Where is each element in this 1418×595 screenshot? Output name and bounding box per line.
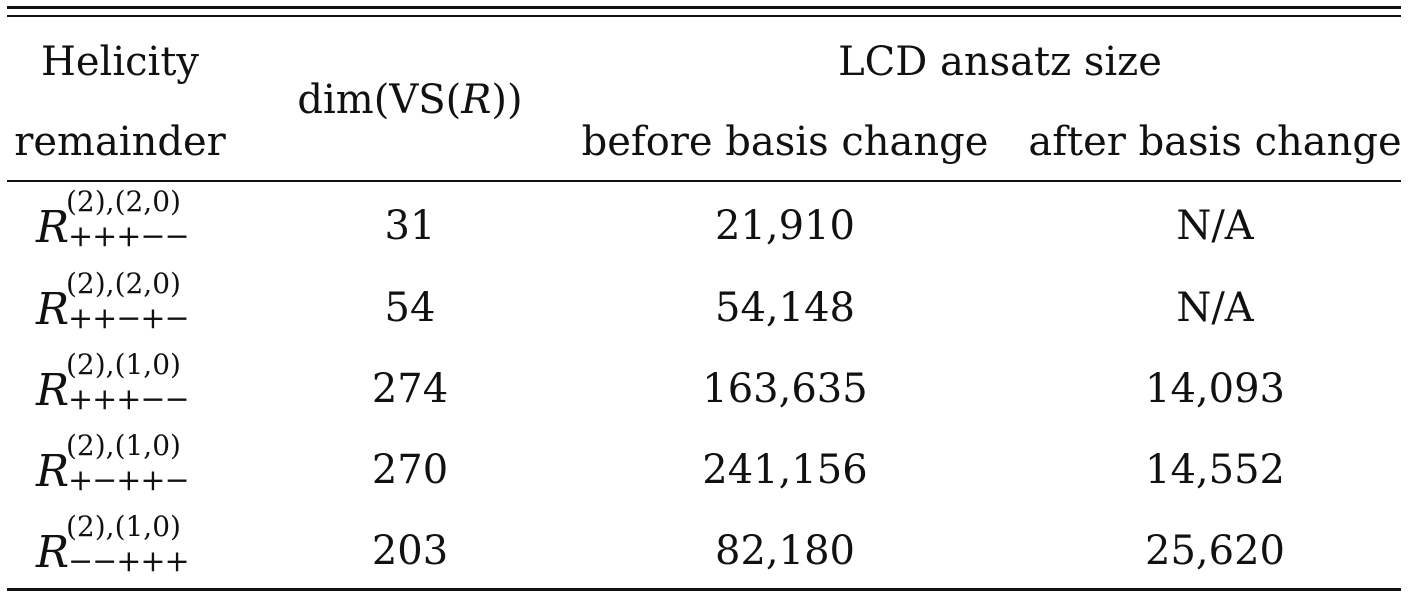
header-remainder: remainder bbox=[14, 119, 226, 165]
header-helicity: Helicity bbox=[40, 39, 199, 85]
table-row-1-before: 21,910 bbox=[715, 203, 855, 249]
table-row-5-dim: 203 bbox=[371, 528, 449, 574]
table-row-3-dim: 274 bbox=[371, 366, 449, 412]
table-row-3-remainder: R (2),(1,0) +++−− bbox=[36, 351, 236, 431]
table-row-2-dim: 54 bbox=[384, 285, 436, 331]
top-rule-inner bbox=[7, 15, 1401, 17]
header-before-basis-change: before basis change bbox=[581, 119, 989, 165]
r-symbol: R bbox=[36, 527, 70, 578]
r-superscript: (2),(1,0) bbox=[66, 429, 181, 462]
table-row-3-after: 14,093 bbox=[1145, 366, 1285, 412]
header-rule bbox=[7, 180, 1401, 182]
table-row-1-remainder: R (2),(2,0) +++−− bbox=[36, 188, 236, 268]
header-after-basis-change: after basis change bbox=[1028, 119, 1402, 165]
r-superscript: (2),(1,0) bbox=[66, 510, 181, 543]
r-superscript: (2),(2,0) bbox=[66, 267, 181, 300]
table-row-2-remainder: R (2),(2,0) ++−+− bbox=[36, 270, 236, 350]
table-row-4-dim: 270 bbox=[371, 447, 449, 493]
table-row-3-before: 163,635 bbox=[702, 366, 868, 412]
r-symbol: R bbox=[36, 284, 70, 335]
header-lcd-ansatz-size: LCD ansatz size bbox=[838, 39, 1162, 85]
r-subscript: +−++− bbox=[68, 463, 190, 498]
header-dim-symbol: R bbox=[461, 77, 492, 123]
table-row-2-after: N/A bbox=[1176, 285, 1254, 331]
r-subscript: +++−− bbox=[68, 219, 190, 254]
table-row-5-remainder: R (2),(1,0) −−+++ bbox=[36, 513, 236, 593]
table-row-5-after: 25,620 bbox=[1145, 528, 1285, 574]
header-dim-prefix: dim(VS( bbox=[297, 77, 462, 123]
header-dim-suffix: )) bbox=[491, 77, 523, 123]
table-row-5-before: 82,180 bbox=[715, 528, 855, 574]
table-row-4-before: 241,156 bbox=[702, 447, 868, 493]
r-subscript: −−+++ bbox=[68, 544, 190, 579]
table-row-1-after: N/A bbox=[1176, 203, 1254, 249]
r-symbol: R bbox=[36, 202, 70, 253]
header-dim: dim(VS(R)) bbox=[260, 80, 560, 120]
r-subscript: ++−+− bbox=[68, 301, 190, 336]
bottom-rule bbox=[7, 588, 1401, 591]
top-rule bbox=[7, 6, 1401, 9]
r-symbol: R bbox=[36, 446, 70, 497]
r-superscript: (2),(2,0) bbox=[66, 185, 181, 218]
table-row-2-before: 54,148 bbox=[715, 285, 855, 331]
table-row-4-remainder: R (2),(1,0) +−++− bbox=[36, 432, 236, 512]
r-superscript: (2),(1,0) bbox=[66, 348, 181, 381]
table-row-1-dim: 31 bbox=[384, 203, 436, 249]
r-symbol: R bbox=[36, 365, 70, 416]
table-row-4-after: 14,552 bbox=[1145, 447, 1285, 493]
r-subscript: +++−− bbox=[68, 382, 190, 417]
